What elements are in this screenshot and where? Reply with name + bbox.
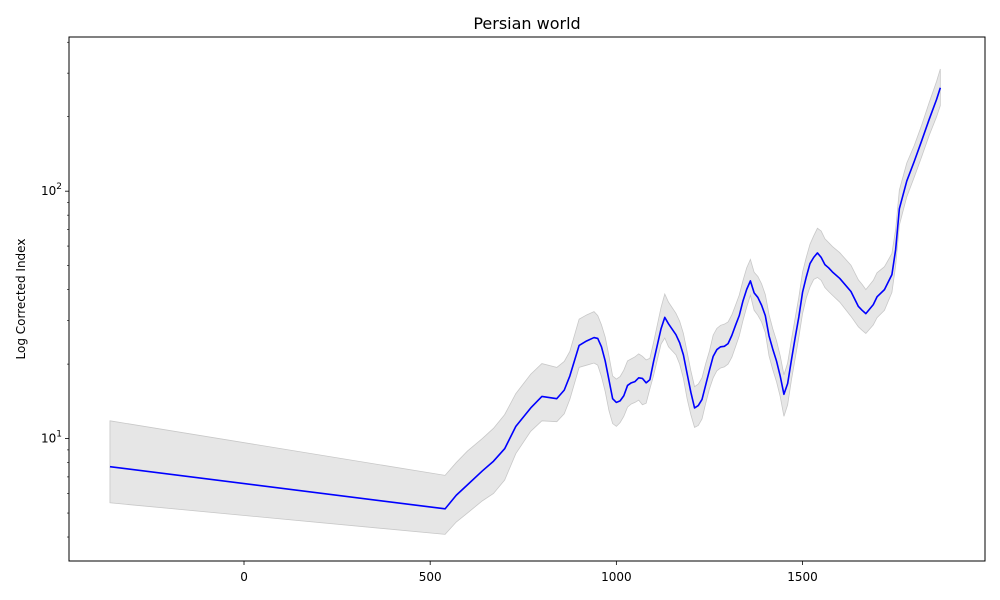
x-tick-label: 500 [419,570,442,584]
x-tick-label: 1500 [787,570,818,584]
chart-title: Persian world [473,14,580,33]
axes-frame [68,36,986,562]
y-tick-label: 101 [41,430,62,446]
x-tick-label: 0 [240,570,248,584]
y-axis-label: Log Corrected Index [14,239,28,360]
y-tick-label: 102 [41,182,62,198]
x-tick-label: 1000 [601,570,632,584]
confidence-band [109,68,941,535]
series-line [109,87,942,510]
plot-area: 0 500 1000 1500 101 102 [41,36,986,584]
